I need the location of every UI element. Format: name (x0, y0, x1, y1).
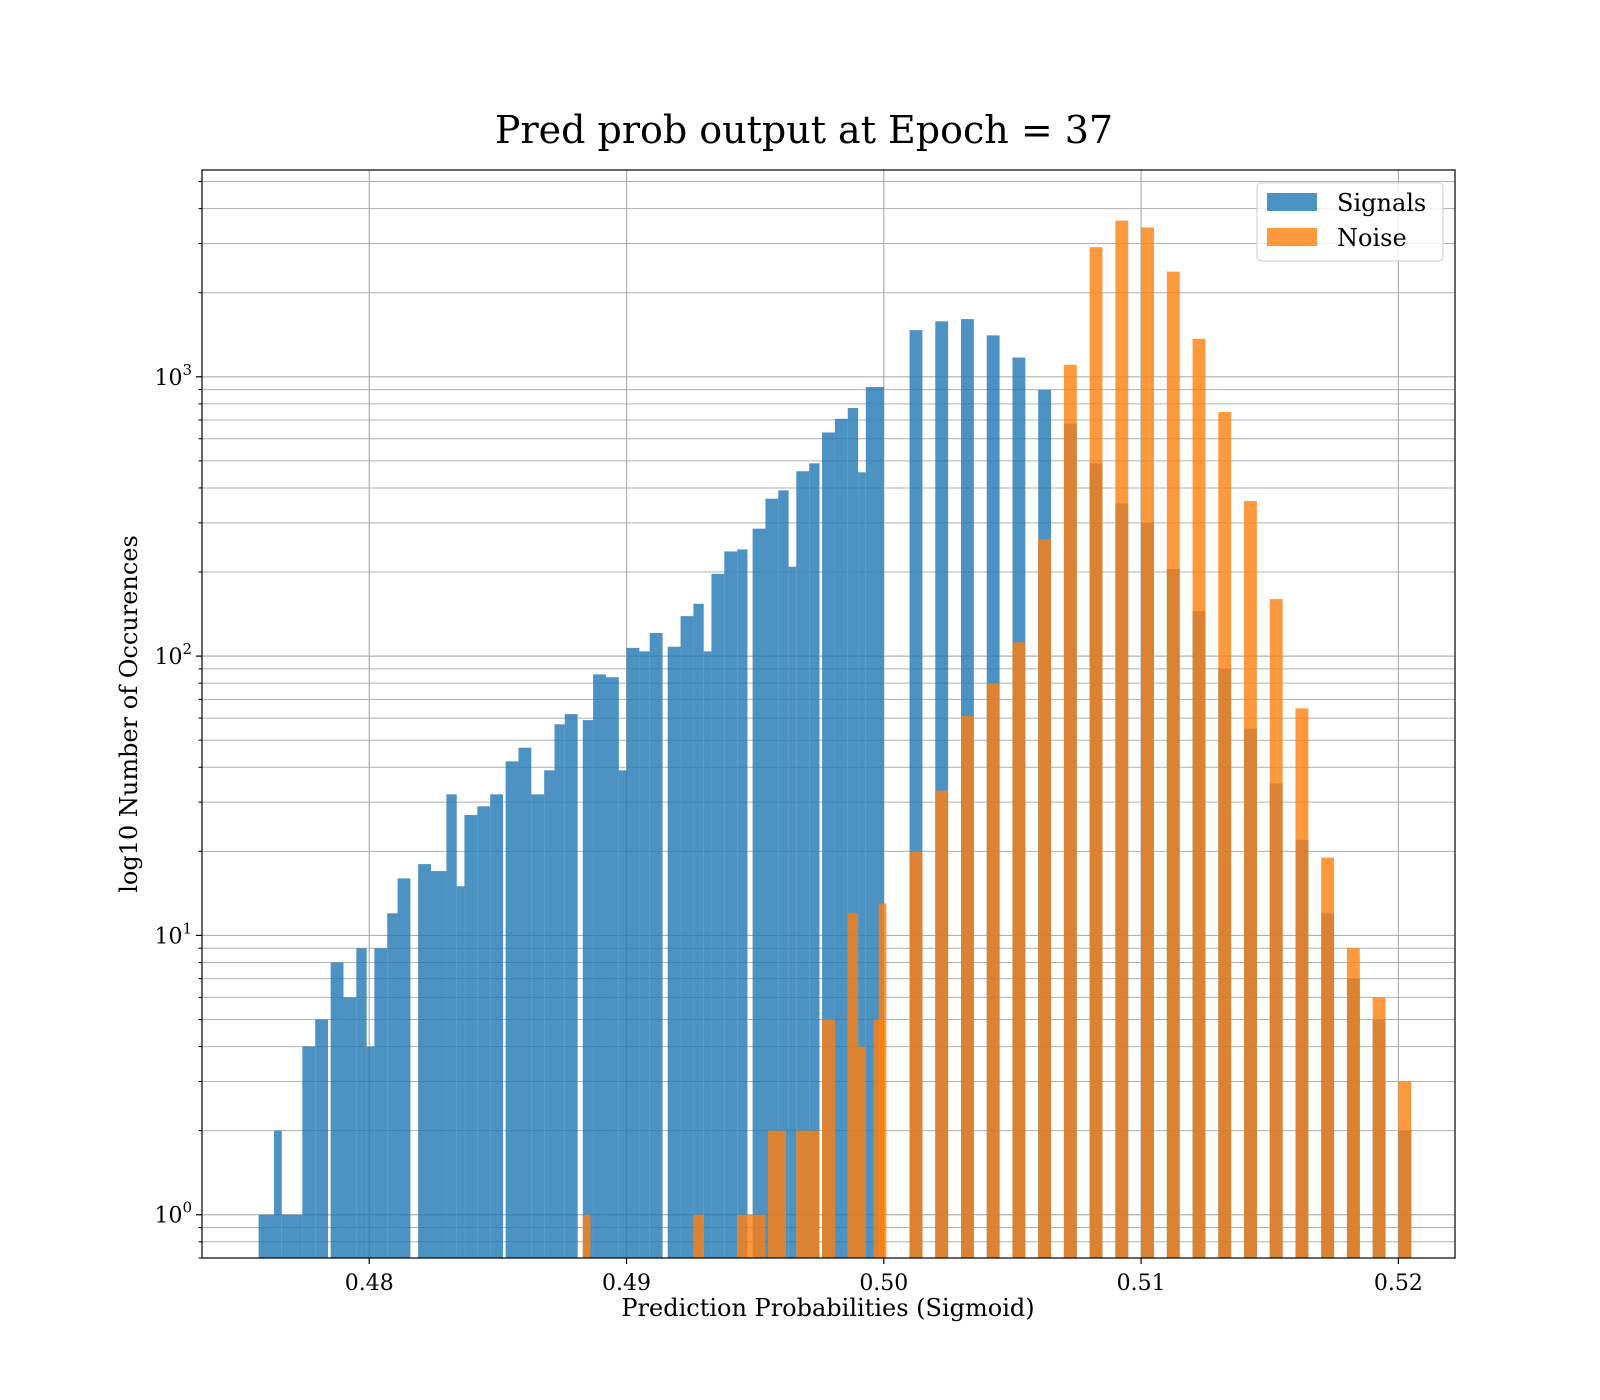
bar-signals (398, 878, 411, 1258)
bar-signals (274, 1131, 282, 1258)
bar-signals (374, 948, 387, 1258)
bar-signals (554, 724, 564, 1258)
bar-signals (627, 648, 640, 1258)
bar-noise (822, 1020, 835, 1258)
bar-noise (910, 851, 923, 1258)
bar-noise (1115, 221, 1128, 1258)
bar-signals (789, 567, 797, 1258)
bar-signals (387, 913, 397, 1258)
x-axis-label: Prediction Probabilities (Sigmoid) (621, 1294, 1034, 1322)
bar-signals (464, 815, 477, 1258)
bar-noise (1141, 227, 1154, 1258)
bar-signals (704, 651, 712, 1258)
bar-noise (848, 913, 858, 1258)
bar-signals (446, 794, 456, 1258)
bar-signals (737, 549, 747, 1258)
x-tick-label: 0.49 (602, 1271, 651, 1296)
bar-signals (650, 633, 663, 1258)
bar-signals (477, 806, 490, 1258)
legend-swatch-signals (1267, 193, 1317, 211)
bar-signals (711, 574, 724, 1258)
bar-noise (1064, 365, 1077, 1258)
bar-noise (1244, 501, 1257, 1258)
bar-noise (776, 1131, 786, 1258)
bar-signals (593, 674, 606, 1258)
bar-signals (259, 1215, 274, 1258)
y-axis-label: log10 Number of Occurences (115, 535, 143, 893)
bar-signals (331, 962, 344, 1258)
bar-signals (315, 1020, 328, 1258)
bar-noise (807, 1131, 820, 1258)
bar-signals (506, 761, 519, 1258)
x-tick-label: 0.50 (859, 1271, 908, 1296)
bar-noise (935, 791, 948, 1258)
bar-signals (639, 651, 649, 1258)
bar-signals (418, 864, 431, 1258)
bar-noise (796, 1131, 806, 1258)
bar-noise (879, 904, 887, 1258)
bar-signals (544, 770, 554, 1258)
bar-signals (431, 871, 446, 1258)
legend-label-noise: Noise (1337, 224, 1407, 252)
bar-noise (1373, 997, 1386, 1258)
bar-noise (737, 1215, 755, 1258)
bar-signals (835, 419, 848, 1258)
legend-swatch-noise (1267, 228, 1317, 246)
bar-signals (668, 647, 681, 1258)
x-tick-label: 0.51 (1117, 1271, 1166, 1296)
bar-noise (755, 1215, 765, 1258)
bar-noise (1090, 247, 1103, 1258)
bar-signals (282, 1215, 303, 1258)
bar-noise (1295, 708, 1308, 1258)
bar-noise (987, 683, 1000, 1258)
bar-signals (302, 1047, 315, 1258)
bar-noise (1398, 1081, 1411, 1258)
bar-signals (565, 714, 578, 1258)
bar-noise (583, 1215, 591, 1258)
bar-noise (858, 1047, 866, 1258)
bar-signals (606, 677, 619, 1258)
bar-noise (1347, 948, 1360, 1258)
bar-signals (681, 616, 694, 1258)
bar-noise (1270, 599, 1283, 1258)
bar-signals (367, 1047, 375, 1258)
bar-noise (1012, 642, 1025, 1258)
bar-signals (490, 794, 503, 1258)
bar-noise (1218, 412, 1231, 1258)
x-tick-label: 0.48 (345, 1271, 394, 1296)
bar-signals (619, 770, 627, 1258)
legend-label-signals: Signals (1337, 189, 1426, 217)
bar-signals (356, 948, 366, 1258)
bar-signals (531, 794, 544, 1258)
legend: Signals Noise (1257, 183, 1443, 261)
bar-noise (961, 716, 974, 1258)
bar-signals (457, 886, 465, 1258)
bar-signals (518, 748, 531, 1258)
bar-noise (768, 1131, 776, 1258)
bar-noise (1193, 339, 1206, 1258)
bar-signals (724, 551, 737, 1258)
bar-signals (753, 529, 766, 1258)
bar-signals (583, 720, 593, 1258)
bar-noise (1167, 272, 1180, 1258)
x-tick-label: 0.52 (1374, 1271, 1423, 1296)
bar-signals (693, 604, 703, 1258)
bar-noise (1321, 858, 1334, 1258)
bar-signals (344, 997, 357, 1258)
chart-title: Pred prob output at Epoch = 37 (495, 108, 1113, 152)
bar-noise (1038, 539, 1051, 1258)
bar-noise (693, 1215, 703, 1258)
